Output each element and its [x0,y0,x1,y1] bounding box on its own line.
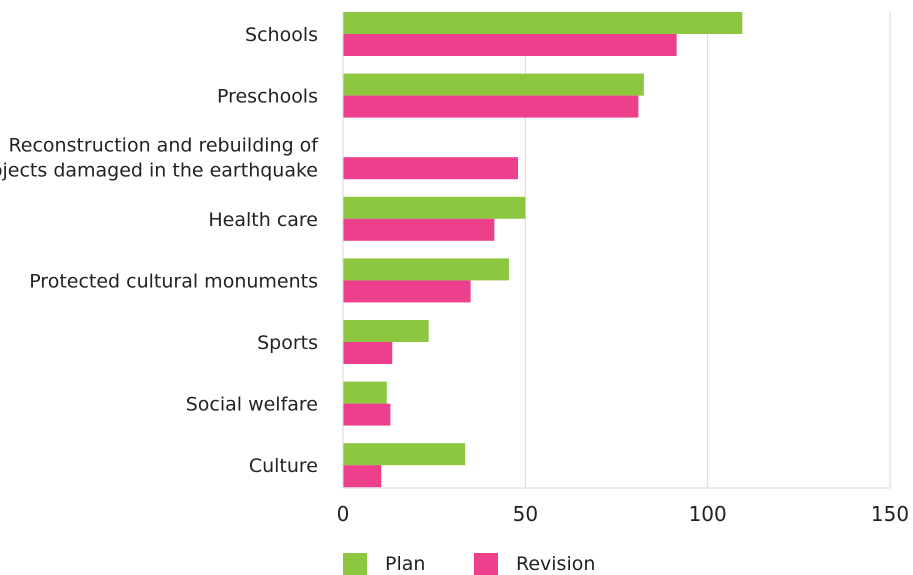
x-tick-label: 50 [513,502,538,526]
axis [342,12,890,489]
bars [343,12,743,488]
category-label: objects damaged in the earthquake [0,160,318,182]
bar-revision-0 [343,34,677,56]
bar-plan-4 [343,258,509,281]
category-labels: Schools Preschools Reconstruction and rebu… [0,24,319,477]
legend-swatch-plan [343,553,367,575]
category-label: Culture [249,455,318,477]
bar-revision-5 [343,342,393,364]
legend: Plan Revision [343,553,595,575]
category-label: Schools [245,24,318,46]
category-label: Social welfare [186,394,318,416]
category-label: Health care [208,209,318,231]
bar-revision-3 [343,218,495,241]
legend-swatch-revision [474,553,498,575]
legend-label-plan: Plan [385,553,425,575]
bar-revision-7 [343,465,382,488]
category-label: Preschools [217,86,318,108]
bar-revision-6 [343,403,391,426]
x-tick-labels: 0 50 100 150 [337,502,909,526]
x-tick-label: 150 [871,502,909,526]
bar-plan-7 [343,443,466,466]
legend-label-revision: Revision [516,553,595,575]
bar-revision-1 [343,95,639,118]
bar-revision-4 [343,280,471,303]
bar-plan-0 [343,12,743,34]
x-tick-label: 0 [337,502,350,526]
bar-plan-3 [343,196,526,219]
bar-revision-2 [343,157,519,180]
bar-plan-5 [343,320,429,342]
category-label: Reconstruction and rebuilding of [8,135,319,157]
bar-plan-1 [343,73,644,96]
x-tick-label: 100 [689,502,727,526]
bar-plan-6 [343,381,387,404]
category-label: Protected cultural monuments [29,270,318,292]
category-label: Sports [257,332,318,354]
